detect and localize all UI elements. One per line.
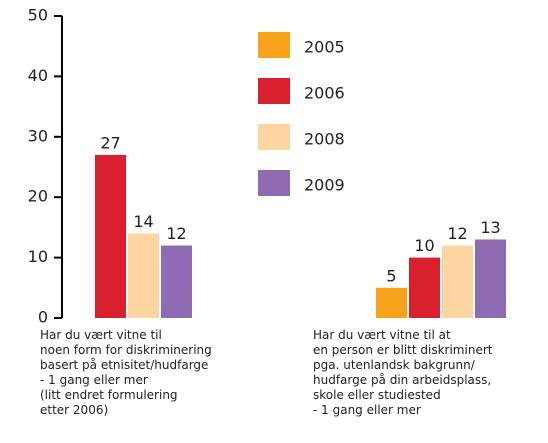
value-label: 10 xyxy=(414,236,434,255)
legend-label: 2008 xyxy=(304,130,345,149)
bar xyxy=(409,257,440,318)
y-tick-label: 0 xyxy=(38,308,48,327)
x-tick-label: Har du vært vitne til noen form for disk… xyxy=(40,328,212,417)
bar xyxy=(475,239,506,318)
value-label: 5 xyxy=(386,266,396,285)
value-label: 27 xyxy=(100,133,120,152)
legend-label: 2006 xyxy=(304,84,345,103)
value-label: 12 xyxy=(166,224,186,243)
legend-swatch xyxy=(258,124,290,150)
x-tick-label: Har du vært vitne til at en person er bl… xyxy=(313,328,493,417)
y-tick-label: 30 xyxy=(28,126,48,145)
legend-swatch xyxy=(258,170,290,196)
bar xyxy=(376,287,407,318)
bar xyxy=(442,245,473,318)
y-tick-label: 40 xyxy=(28,66,48,85)
bar xyxy=(128,233,159,318)
value-label: 12 xyxy=(447,224,467,243)
value-label: 14 xyxy=(133,212,153,231)
bar xyxy=(161,245,192,318)
legend-swatch xyxy=(258,78,290,104)
bar xyxy=(95,154,126,318)
y-tick-label: 20 xyxy=(28,187,48,206)
y-tick-label: 10 xyxy=(28,247,48,266)
legend-label: 2009 xyxy=(304,176,345,195)
value-label: 13 xyxy=(480,218,500,237)
legend-label: 2005 xyxy=(304,38,345,57)
y-tick-label: 50 xyxy=(28,6,48,25)
legend-swatch xyxy=(258,32,290,58)
